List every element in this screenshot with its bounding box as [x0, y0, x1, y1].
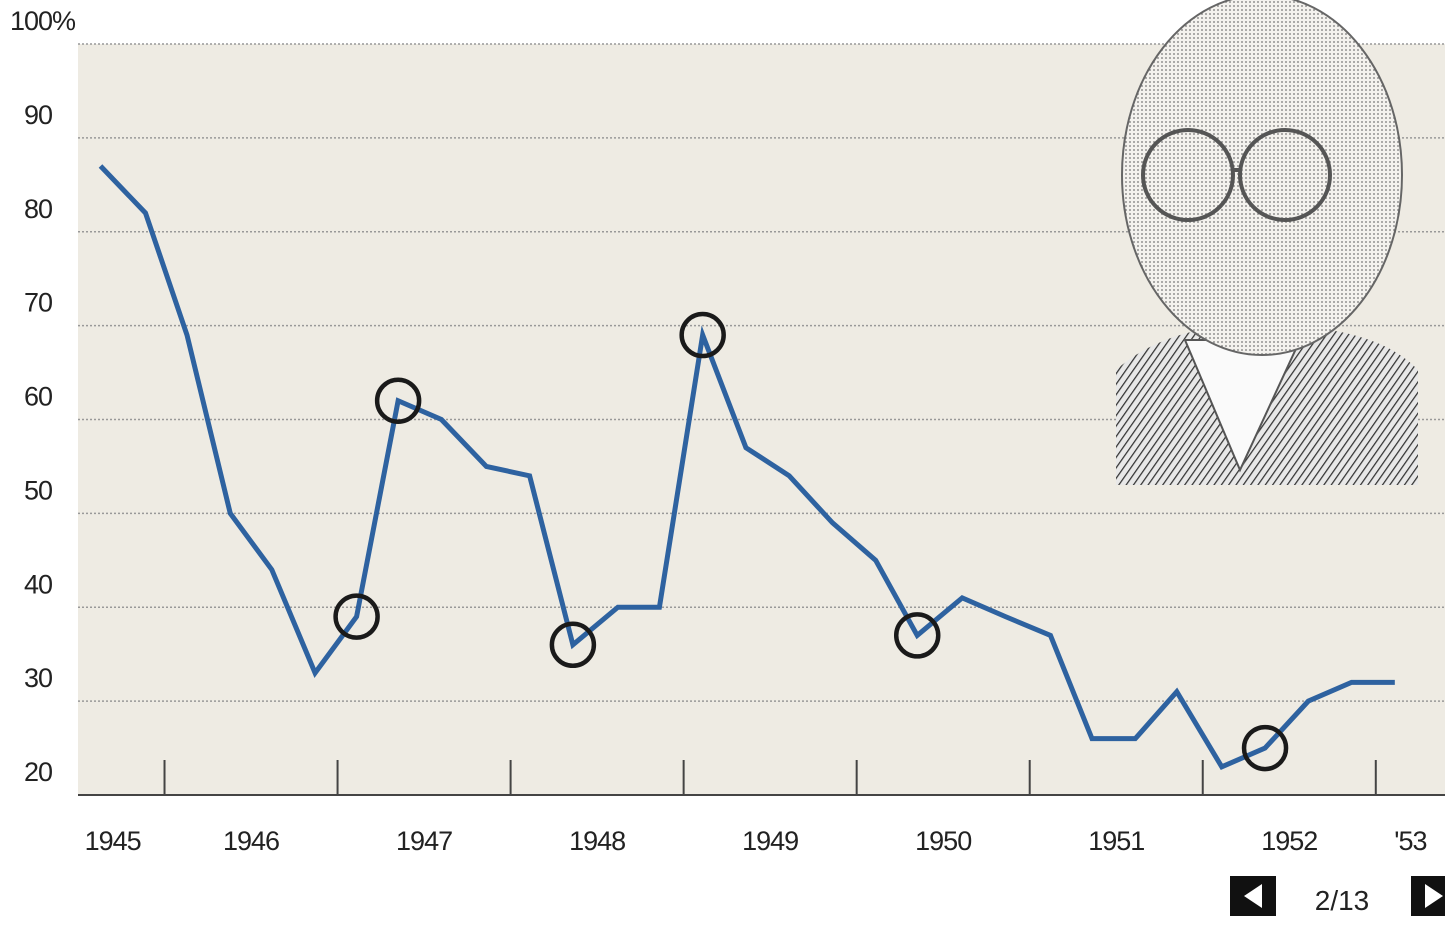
x-tick-label: 1952 [1261, 826, 1317, 856]
y-tick-label: 70 [24, 288, 52, 318]
portrait-head [1122, 0, 1402, 355]
y-tick-label: 80 [24, 194, 52, 224]
y-tick-label: 90 [24, 100, 52, 130]
x-tick-label: 1946 [223, 826, 279, 856]
x-tick-label: 1951 [1088, 826, 1144, 856]
x-tick-label: 1945 [85, 826, 141, 856]
x-tick-label: '53 [1394, 826, 1426, 856]
page-indicator: 2/13 [1315, 885, 1370, 916]
chart: 2/13 20 30 40 50 60 70 80 90 100% 1945 1946 1947 194… [0, 0, 1445, 922]
y-tick-label: 100% [10, 6, 76, 36]
pager: 2/13 [1230, 876, 1445, 916]
y-tick-label: 50 [24, 475, 52, 505]
x-tick-label: 1950 [915, 826, 971, 856]
y-tick-label: 30 [24, 663, 52, 693]
x-tick-label: 1947 [396, 826, 452, 856]
portrait [1116, 0, 1418, 485]
y-tick-label: 60 [24, 382, 52, 412]
y-tick-label: 40 [24, 569, 52, 599]
y-tick-label: 20 [24, 757, 52, 787]
x-tick-label: 1949 [742, 826, 798, 856]
x-tick-label: 1948 [569, 826, 625, 856]
